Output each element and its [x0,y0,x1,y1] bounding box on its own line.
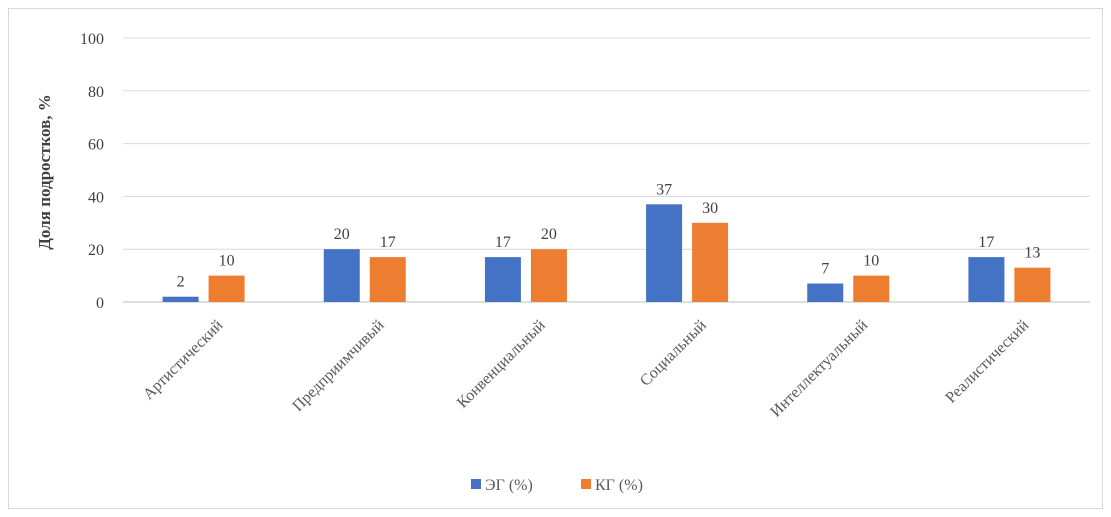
data-labels: 2 10 20 17 17 20 37 30 7 10 17 13 [177,181,1041,290]
bar-eg-4 [646,204,683,302]
y-tick-label: 40 [88,189,104,206]
data-label: 17 [495,234,511,251]
x-category-label: Артистический [140,317,227,404]
data-label: 20 [334,226,350,243]
bar-kg-4 [692,222,729,302]
data-label: 30 [702,200,718,217]
data-label: 13 [1024,245,1040,262]
bar-kg-2 [369,257,406,302]
y-tick-label: 0 [96,295,104,312]
bar-kg-1 [208,275,245,302]
data-label: 37 [656,181,672,198]
x-axis-categories: Артистический Предприимчивый Конвенциальны… [140,316,1032,420]
gridlines [123,37,1090,303]
x-category-label: Конвенциальный [454,317,549,412]
x-category-label: Реалистический [942,317,1032,407]
y-tick-label: 80 [88,84,104,101]
data-label: 2 [177,274,185,291]
y-tick-label: 20 [88,242,104,259]
legend-label-kg: КГ (%) [595,477,643,494]
y-tick-label: 100 [80,31,104,48]
bar-eg-1 [162,296,199,302]
bars [162,204,1051,302]
legend-swatch-kg [581,479,591,489]
y-axis-ticks: 0 20 40 60 80 100 [80,31,104,312]
y-axis-title: Доля подростков, % [35,94,54,250]
bar-kg-6 [1014,267,1051,302]
legend-label-eg: ЭГ (%) [485,477,533,494]
x-category-label: Социальный [637,317,710,390]
data-label: 10 [863,253,879,270]
legend-swatch-eg [471,479,481,489]
data-label: 17 [978,234,994,251]
data-label: 17 [380,234,396,251]
y-tick-label: 60 [88,137,104,154]
data-label: 20 [541,226,557,243]
data-label: 7 [821,261,829,278]
legend: ЭГ (%) КГ (%) [471,477,643,494]
x-category-label: Предприимчивый [289,316,388,415]
bar-kg-3 [530,249,567,302]
bar-eg-3 [484,257,521,302]
bar-eg-5 [807,283,844,302]
x-category-label: Интеллектуальный [767,316,871,420]
bar-kg-5 [853,275,890,302]
bar-eg-2 [323,249,360,302]
bar-eg-6 [968,257,1005,302]
data-label: 10 [219,253,235,270]
